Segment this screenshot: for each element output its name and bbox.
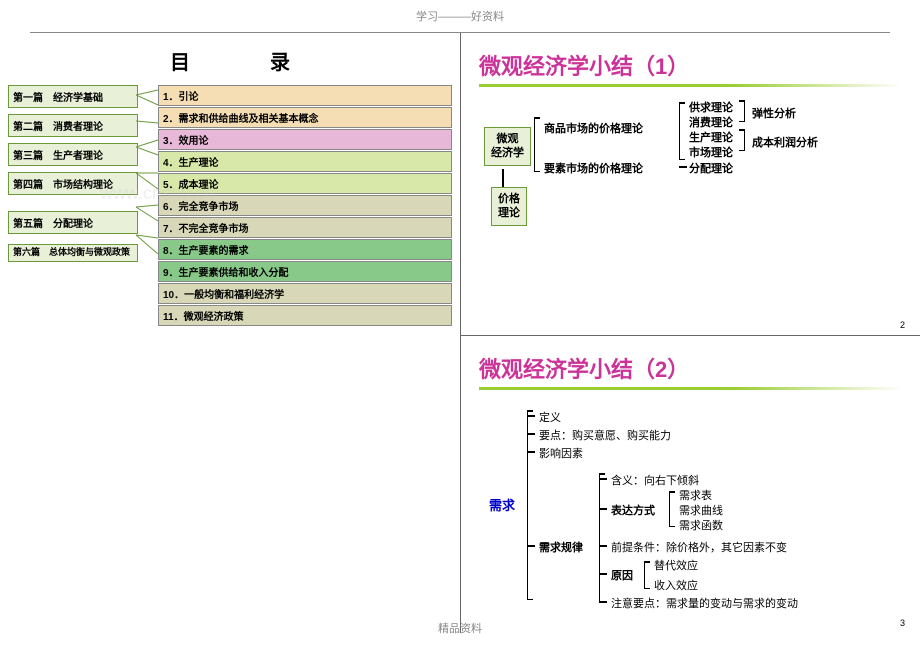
toc-section: 第四篇 市场结构理论 <box>8 172 138 195</box>
s1-underline <box>479 84 902 87</box>
h2 <box>527 433 535 435</box>
tree1: 微观经济学 价格 理论 商品市场的价格理论 要素市场的价格理论 供求理论 消费理… <box>469 102 912 252</box>
h1 <box>527 415 535 417</box>
toc-chapter: 6．完全竞争市场 <box>158 195 452 216</box>
brace2 <box>679 102 680 160</box>
r3b: 需求函数 <box>679 517 723 533</box>
toc-section: 第一篇 经济学基础 <box>8 85 138 108</box>
toc-chapter: 1．引论 <box>158 85 452 106</box>
b3-4 <box>644 561 645 589</box>
h4 <box>527 545 535 547</box>
r3: 生产理论 <box>689 129 733 145</box>
l4: 需求规律 <box>539 539 583 555</box>
h8 <box>599 573 607 575</box>
h7 <box>599 545 607 547</box>
panel-toc: 目 录 第一篇 经济学基础第二篇 消费者理论第三篇 生产者理论第四篇 市场结构理… <box>0 33 460 335</box>
l2: 要点：购买意愿、购买能力 <box>539 427 671 443</box>
sub-price: 价格 理论 <box>491 187 527 226</box>
toc-title: 目 录 <box>38 46 452 75</box>
header-text: 学习———好资料 <box>0 0 920 32</box>
rr1: 弹性分析 <box>752 105 796 121</box>
toc-chapter: 8．生产要素的需求 <box>158 239 452 260</box>
toc-chapter: 3．效用论 <box>158 129 452 150</box>
r1: 供求理论 <box>689 99 733 115</box>
h6 <box>599 508 607 510</box>
m2: 表达方式 <box>611 502 655 518</box>
b3-1 <box>527 410 528 600</box>
s2-underline <box>479 387 902 390</box>
brace3 <box>744 100 745 122</box>
m5: 注意要点：需求量的变动与需求的变动 <box>611 595 798 611</box>
toc-chapter: 2．需求和供给曲线及相关基本概念 <box>158 107 452 128</box>
toc-sections: 第一篇 经济学基础第二篇 消费者理论第三篇 生产者理论第四篇 市场结构理论第五篇… <box>8 85 138 327</box>
r5: 分配理论 <box>689 160 733 176</box>
b3-3 <box>669 491 670 527</box>
panel-empty <box>0 335 460 633</box>
r2: 消费理论 <box>689 114 733 130</box>
vline <box>502 169 504 187</box>
mid1: 商品市场的价格理论 <box>544 120 643 136</box>
toc-chapter: 11．微观经济政策 <box>158 305 452 326</box>
toc-chapter: 4．生产理论 <box>158 151 452 172</box>
h3 <box>527 451 535 453</box>
r4: 市场理论 <box>689 144 733 160</box>
panel-summary1: 微观经济学小结（1） 微观经济学 价格 理论 商品市场的价格理论 要素市场的价格… <box>460 33 920 335</box>
toc-section: 第二篇 消费者理论 <box>8 114 138 137</box>
l3: 影响因素 <box>539 445 583 461</box>
root-micro: 微观经济学 <box>484 127 531 166</box>
pgnum2: 2 <box>900 320 905 330</box>
toc-section: 第五篇 分配理论 <box>8 211 138 234</box>
toc-wrap: 第一篇 经济学基础第二篇 消费者理论第三篇 生产者理论第四篇 市场结构理论第五篇… <box>8 85 452 327</box>
r5b: 收入效应 <box>654 577 698 593</box>
l1: 定义 <box>539 409 561 425</box>
brace4 <box>744 129 745 151</box>
r1b: 需求表 <box>679 487 712 503</box>
footer-text: 精品资料 <box>0 620 920 636</box>
s2-title: 微观经济学小结（2） <box>479 352 912 384</box>
b3-2 <box>599 473 600 603</box>
toc-chapter: 7．不完全竞争市场 <box>158 217 452 238</box>
rr2: 成本利润分析 <box>752 134 818 150</box>
m1: 含义：向右下倾斜 <box>611 472 699 488</box>
root-demand: 需求 <box>489 495 515 514</box>
main-grid: 目 录 第一篇 经济学基础第二篇 消费者理论第三篇 生产者理论第四篇 市场结构理… <box>0 33 920 623</box>
m4: 原因 <box>611 567 633 583</box>
r4b: 替代效应 <box>654 557 698 573</box>
toc-connectors <box>136 85 160 325</box>
toc-section: 第三篇 生产者理论 <box>8 143 138 166</box>
toc-chapter: 9．生产要素供给和收入分配 <box>158 261 452 282</box>
r2b: 需求曲线 <box>679 502 723 518</box>
mid2: 要素市场的价格理论 <box>544 160 643 176</box>
hl <box>679 166 687 168</box>
toc-chapters: 1．引论2．需求和供给曲线及相关基本概念3．效用论4．生产理论5．成本理论6．完… <box>158 85 452 327</box>
m3: 前提条件：除价格外，其它因素不变 <box>611 539 787 555</box>
panel-summary2: 微观经济学小结（2） 需求 定义 要点：购买意愿、购买能力 影响因素 需求规律 … <box>460 335 920 633</box>
s1-title: 微观经济学小结（1） <box>479 49 912 81</box>
tree3: 需求 定义 要点：购买意愿、购买能力 影响因素 需求规律 含义：向右下倾斜 表达… <box>469 405 912 625</box>
h5 <box>599 478 607 480</box>
toc-chapter: 5．成本理论 <box>158 173 452 194</box>
toc-section: 第六篇 总体均衡与微观政策 <box>8 244 138 262</box>
brace1 <box>534 117 535 172</box>
toc-chapter: 10．一般均衡和福利经济学 <box>158 283 452 304</box>
h9 <box>599 601 607 603</box>
